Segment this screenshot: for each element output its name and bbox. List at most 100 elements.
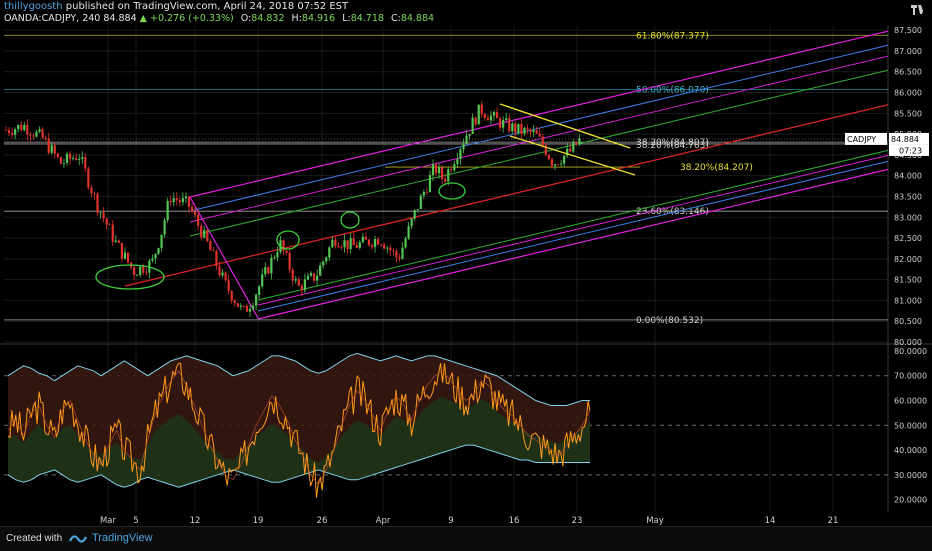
candle-down — [514, 123, 517, 133]
candle-down — [47, 138, 50, 153]
chart-canvas[interactable]: 87.50087.00086.50086.00085.50085.00084.5… — [0, 0, 932, 526]
annotation-ellipse — [276, 230, 300, 250]
candle-up — [361, 236, 364, 243]
candle-up — [511, 123, 514, 132]
candle-down — [111, 224, 114, 242]
author-name[interactable]: thillygoosth — [4, 1, 63, 12]
candle-down — [337, 245, 340, 248]
candle-up — [306, 275, 310, 280]
open-value: 84.832 — [251, 13, 285, 24]
last-price: 84.884 — [103, 13, 137, 24]
rsi-tick-label: 30.0000 — [894, 471, 927, 480]
candle-down — [178, 200, 181, 203]
time-tick-label: 23 — [572, 516, 583, 526]
candle-down — [29, 134, 32, 136]
candle-up — [325, 257, 328, 262]
candle-down — [474, 117, 477, 125]
candle-down — [483, 114, 486, 118]
candle-down — [187, 196, 191, 207]
rsi-lower-fill — [8, 396, 590, 488]
candle-down — [194, 211, 197, 215]
time-tick-label: 12 — [190, 516, 201, 526]
candle-down — [520, 123, 523, 134]
candle-up — [62, 163, 66, 164]
tradingview-brand[interactable]: TradingView — [92, 532, 153, 544]
fib-level-label: 61.80%(87.377) — [636, 31, 709, 41]
candle-down — [87, 168, 90, 188]
candle-up — [17, 124, 20, 130]
candle-down — [90, 187, 93, 194]
candle-up — [566, 148, 569, 156]
candle-down — [26, 124, 29, 135]
price-tick-label: 81.500 — [894, 276, 922, 285]
pitchfork-handle-line — [189, 196, 259, 319]
candle-down — [218, 266, 221, 276]
candle-down — [300, 285, 303, 291]
candle-up — [221, 272, 224, 276]
candle-down — [526, 127, 529, 130]
candle-down — [230, 291, 233, 301]
candle-down — [355, 245, 358, 248]
candle-up — [401, 247, 404, 259]
price-pane — [0, 26, 932, 342]
candle-down — [395, 250, 398, 258]
pitchfork-median-line — [124, 104, 889, 287]
price-tick-label: 80.500 — [894, 317, 922, 326]
candle-down — [227, 280, 230, 292]
current-price-label: 84.884 — [891, 135, 919, 144]
candle-down — [169, 200, 172, 203]
candle-down — [535, 130, 538, 134]
candle-up — [505, 118, 508, 120]
price-tick-label: 87.500 — [894, 26, 922, 35]
candle-up — [203, 230, 206, 238]
rsi-signal-line — [7, 370, 591, 486]
symbol-label[interactable]: OANDA:CADJPY, 240 — [4, 13, 101, 24]
close-value: 84.884 — [400, 13, 435, 24]
candle-down — [93, 193, 96, 194]
fib-level-label: 50.00%(86.070) — [636, 86, 709, 96]
candle-up — [477, 104, 480, 125]
rsi-lower-band — [7, 444, 590, 488]
candle-down — [59, 157, 62, 164]
rsi-line — [7, 362, 591, 498]
candle-up — [276, 252, 279, 258]
candle-up — [261, 274, 264, 287]
candle-up — [462, 143, 465, 150]
candle-up — [258, 286, 261, 295]
created-with-label: Created with — [6, 533, 63, 544]
candle-up — [349, 238, 352, 249]
candle-up — [184, 196, 188, 199]
pitchfork-upper-line — [189, 30, 889, 198]
candle-up — [81, 157, 84, 159]
candle-down — [441, 167, 444, 179]
candle-up — [99, 212, 102, 214]
candle-down — [142, 266, 145, 273]
candle-up — [465, 135, 468, 144]
candle-down — [32, 135, 35, 137]
candle-down — [11, 132, 14, 135]
candle-down — [215, 250, 218, 267]
candle-up — [166, 200, 169, 221]
candle-up — [468, 133, 471, 136]
candle-down — [190, 206, 194, 212]
candle-down — [224, 272, 227, 281]
candle-up — [407, 226, 410, 239]
candle-down — [398, 257, 401, 259]
candle-down — [389, 247, 392, 251]
candle-up — [157, 248, 160, 254]
candle-up — [303, 279, 306, 291]
candle-down — [380, 244, 383, 246]
candle-up — [154, 253, 157, 259]
candle-down — [367, 239, 371, 246]
candle-up — [419, 195, 422, 210]
candle-up — [123, 252, 127, 259]
candle-down — [267, 267, 270, 274]
candle-up — [38, 129, 41, 132]
rsi-tick-label: 70.0000 — [894, 372, 927, 381]
candle-down — [508, 118, 511, 132]
candle-down — [291, 269, 294, 281]
candle-down — [444, 178, 447, 182]
candle-up — [413, 209, 416, 219]
candle-up — [358, 242, 361, 248]
publish-info: published on TradingView.com, April 24, … — [65, 1, 349, 12]
